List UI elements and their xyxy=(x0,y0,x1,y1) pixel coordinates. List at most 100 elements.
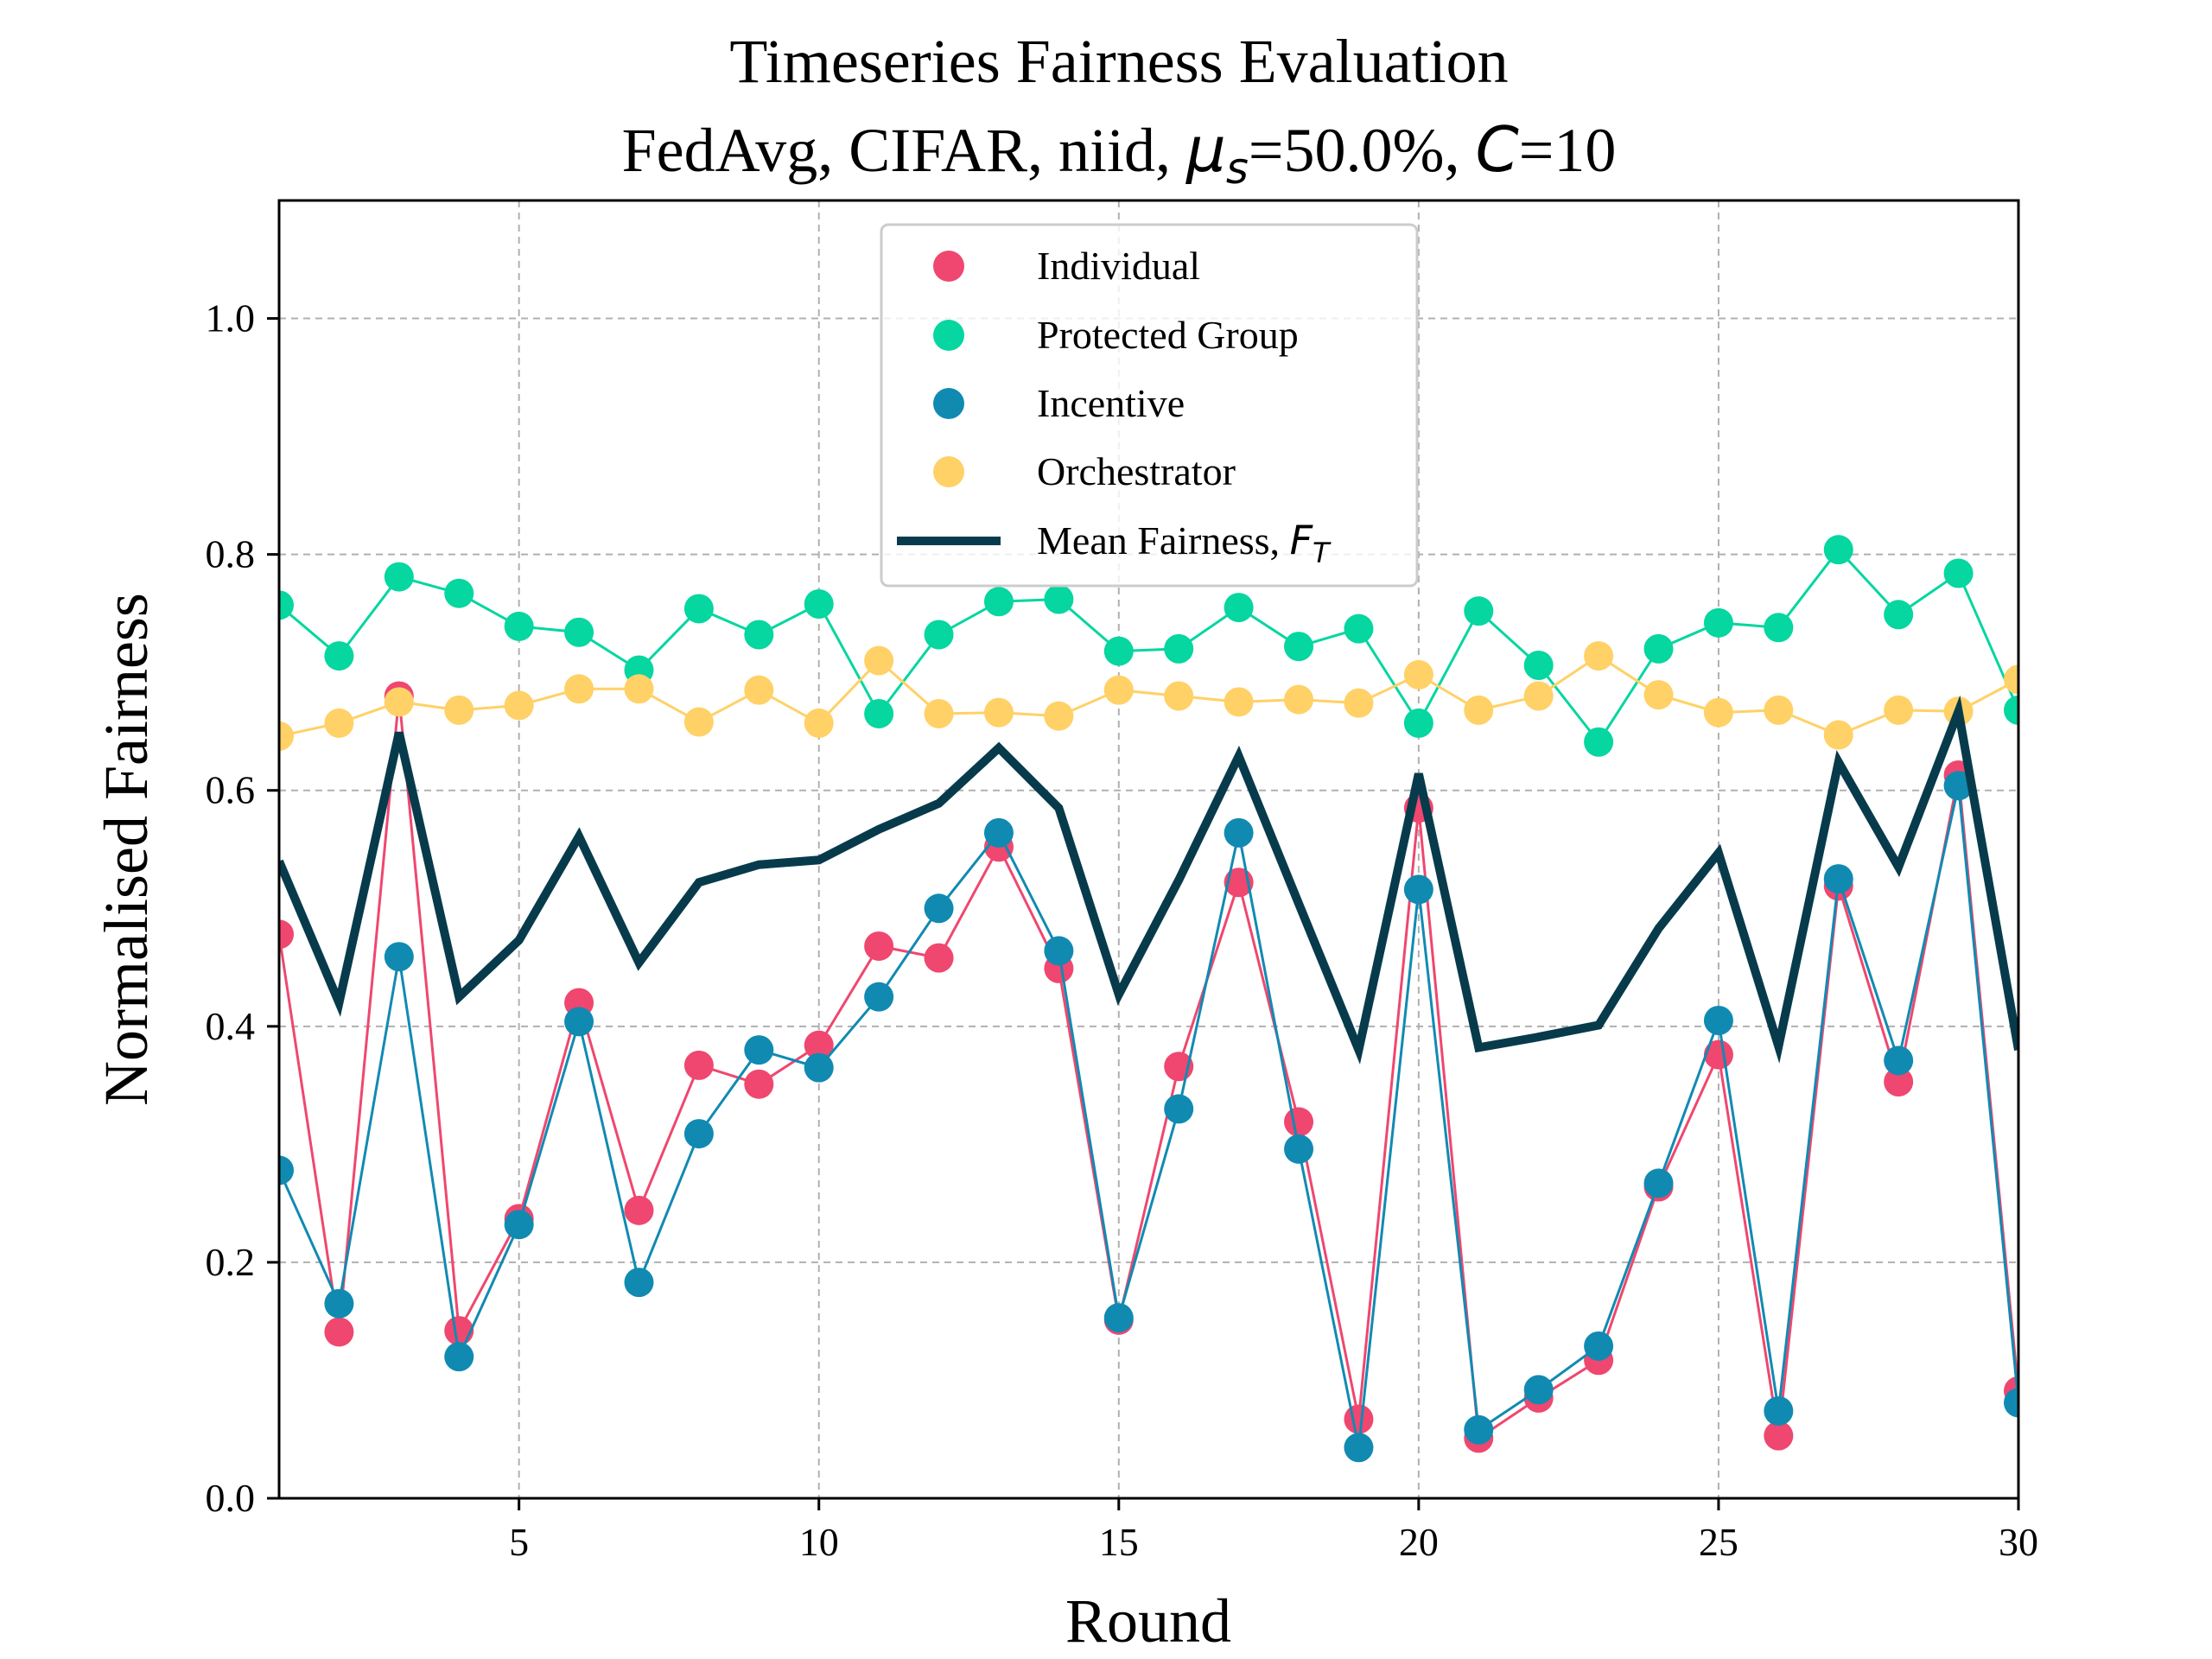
data-point xyxy=(1943,771,1974,801)
data-point xyxy=(1103,1303,1134,1333)
series-layer xyxy=(279,535,2018,1463)
data-point xyxy=(1643,633,1674,664)
legend-mean-sub: T xyxy=(1313,537,1332,569)
chart-title: Timeseries Fairness Evaluation xyxy=(729,27,1508,96)
data-point xyxy=(1884,1046,1914,1076)
data-point xyxy=(564,1007,594,1037)
x-tick-label: 10 xyxy=(799,1520,839,1564)
data-point xyxy=(864,645,894,676)
data-point xyxy=(983,817,1014,848)
data-point xyxy=(1284,632,1314,662)
subtitle-mid: =50.0%, xyxy=(1249,116,1476,185)
data-point xyxy=(1464,596,1494,626)
data-point xyxy=(1884,600,1914,630)
data-point xyxy=(804,708,834,738)
y-tick-label: 0.4 xyxy=(206,1004,256,1048)
x-tick-label: 20 xyxy=(1399,1520,1439,1564)
data-point xyxy=(564,617,594,647)
y-axis-label: Normalised Fairness xyxy=(92,593,161,1106)
data-point xyxy=(1224,687,1254,717)
data-point xyxy=(1224,817,1254,848)
data-point xyxy=(864,931,894,961)
data-point xyxy=(324,641,354,671)
data-point xyxy=(1284,684,1314,715)
data-point xyxy=(279,721,294,751)
data-point xyxy=(279,590,294,620)
data-point xyxy=(1703,1005,1733,1035)
legend-label-incentive: Incentive xyxy=(1037,381,1185,425)
data-point xyxy=(1403,659,1433,690)
x-tick-label: 25 xyxy=(1699,1520,1738,1564)
data-point xyxy=(1103,675,1134,705)
data-point xyxy=(1764,1421,1794,1451)
legend-marker-protected-group xyxy=(933,320,964,351)
data-point xyxy=(1584,1331,1614,1361)
legend-label-orchestrator: Orchestrator xyxy=(1037,449,1236,493)
data-point xyxy=(1884,1066,1914,1096)
data-point xyxy=(1344,613,1374,644)
subtitle-mu-sub: s xyxy=(1226,143,1249,194)
y-tick-label: 0.8 xyxy=(206,532,256,576)
data-point xyxy=(1643,1168,1674,1198)
data-point xyxy=(1044,936,1074,966)
y-tick-label: 0.6 xyxy=(206,768,256,812)
data-point xyxy=(384,562,414,592)
data-point xyxy=(504,690,534,721)
data-point xyxy=(1224,593,1254,623)
legend-marker-incentive xyxy=(933,388,964,419)
y-tick-label: 0.2 xyxy=(206,1240,256,1284)
data-point xyxy=(1403,708,1433,738)
data-point xyxy=(1584,727,1614,757)
data-point xyxy=(1823,864,1853,894)
data-point xyxy=(1464,1414,1494,1445)
data-point xyxy=(384,687,414,717)
mean-fairness-line xyxy=(279,695,2018,1065)
data-point xyxy=(279,1155,294,1185)
data-point xyxy=(1764,695,1794,725)
data-point xyxy=(1403,874,1433,905)
data-point xyxy=(744,675,774,705)
data-point xyxy=(1643,680,1674,710)
legend-label-individual: Individual xyxy=(1037,244,1200,288)
x-tick-label: 30 xyxy=(1999,1520,2038,1564)
data-point xyxy=(1164,633,1194,664)
data-point xyxy=(624,1268,654,1298)
data-point xyxy=(1884,695,1914,725)
plot-frame xyxy=(277,199,2020,1500)
data-point xyxy=(2004,695,2018,725)
y-tick-label: 1.0 xyxy=(206,296,256,340)
subtitle-prefix: FedAvg, CIFAR, niid, xyxy=(622,116,1186,185)
data-point xyxy=(624,674,654,704)
data-point xyxy=(744,1069,774,1099)
series-4 xyxy=(279,695,2018,1065)
x-tick-label: 15 xyxy=(1099,1520,1139,1564)
data-point xyxy=(324,1288,354,1319)
data-point xyxy=(683,1050,714,1080)
data-point xyxy=(1523,1375,1554,1405)
data-point xyxy=(1044,584,1074,614)
data-point xyxy=(444,1316,474,1346)
data-point xyxy=(324,1317,354,1347)
data-point xyxy=(1103,636,1134,666)
series-2 xyxy=(279,771,2018,1463)
subtitle-suffix: =10 xyxy=(1519,116,1617,185)
data-point xyxy=(624,1195,654,1225)
data-point xyxy=(1164,681,1194,711)
x-tick-label: 5 xyxy=(509,1520,529,1564)
data-point xyxy=(1764,613,1794,643)
data-point xyxy=(744,1035,774,1065)
legend-marker-individual xyxy=(933,251,964,282)
ticks: 5 10 15 20 25 30 0.0 0.2 0.4 0.6 0.8 1.0 xyxy=(206,296,2039,1564)
data-point xyxy=(1584,641,1614,671)
data-point xyxy=(1344,688,1374,718)
data-point xyxy=(444,578,474,608)
data-point xyxy=(504,611,534,641)
data-point xyxy=(444,695,474,725)
data-point xyxy=(924,943,954,973)
data-point xyxy=(1164,1094,1194,1124)
data-point xyxy=(1344,1404,1374,1434)
data-point xyxy=(1523,681,1554,711)
legend-label-mean-fairness: Mean Fairness, FT xyxy=(1037,517,1332,569)
data-point xyxy=(924,620,954,650)
